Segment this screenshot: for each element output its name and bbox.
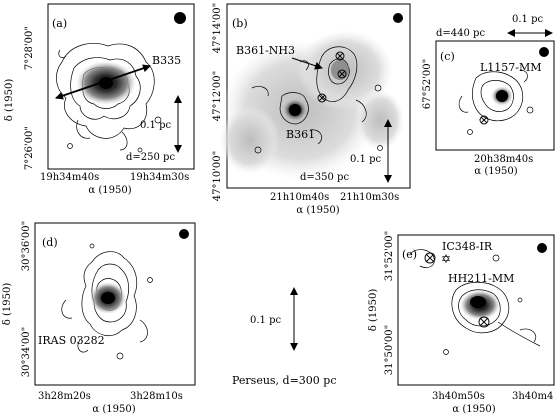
xlabel-c: α (1950) (474, 166, 517, 177)
ytick-b-2: 47°12'00" (212, 71, 223, 122)
ytick-b-1: 47°14'00" (212, 3, 223, 54)
panel-d-letter: (d) (42, 236, 58, 249)
panel-e-frame (397, 234, 555, 386)
cross-marker (335, 51, 345, 61)
source-label-l1157: L1157-MM (480, 61, 542, 74)
scale-label: 0.1 pc (350, 154, 381, 165)
ylabel-a: δ (1950) (4, 79, 15, 122)
scale-label: 0.1 pc (140, 120, 171, 131)
xtick-b-1: 21h10m40s (270, 192, 329, 203)
distance-label: d=250 pc (126, 152, 175, 163)
beam-dot (539, 47, 549, 57)
cross-marker (478, 316, 490, 328)
core-nh3 (331, 60, 349, 80)
ytick-b-3: 47°10'00" (212, 151, 223, 202)
cross-marker (479, 115, 489, 125)
ylabel-e: δ (1950) (368, 289, 379, 332)
panel-d: (d) IRAS 03282 30°36'00" 30°34'00" 3h28m… (2, 221, 196, 415)
xtick-c-1: 20h38m40s (474, 154, 533, 165)
ytick-c-1: 67°52'00" (422, 59, 433, 110)
pointer-arrow (291, 57, 323, 70)
ytick-d-1: 30°36'00" (21, 221, 32, 272)
xtick-e-2: 3h40m4 (512, 391, 553, 402)
ytick-a-2: 7°26'00" (24, 126, 35, 170)
source-label-b361: B361 (286, 128, 315, 141)
star-icon: ✡ (441, 252, 451, 266)
panel-e: ✡ (e) IC348-IR HH211-MM 31°52'00" 31°50'… (368, 231, 555, 415)
xtick-d-2: 3h28m10s (130, 391, 183, 402)
panel-a: (a) B335 0.1 pc d=250 pc 7°28'00" 7°26'0… (4, 3, 195, 196)
panel-b-contours (251, 46, 383, 154)
perseus-caption: Perseus, d=300 pc (232, 374, 337, 387)
xtick-e-1: 3h40m50s (432, 391, 485, 402)
panel-a-letter: (a) (52, 17, 67, 30)
xlabel-d: α (1950) (92, 404, 135, 415)
xlabel-a: α (1950) (88, 185, 131, 196)
ytick-a-1: 7°28'00" (24, 26, 35, 70)
outflow-arrow (55, 64, 151, 100)
panel-b-letter: (b) (232, 17, 248, 30)
ylabel-d: δ (1950) (2, 283, 13, 326)
beam-dot (174, 12, 186, 24)
panel-e-letter: (e) (402, 248, 417, 261)
distance-label: d=350 pc (300, 172, 349, 183)
panel-c-contours (458, 69, 534, 135)
annotation-b361-nh3: B361-NH3 (236, 44, 295, 57)
panel-b: (b) B361-NH3 B361 0.1 pc d=350 pc 47°14'… (212, 3, 411, 216)
panel-c-letter: (c) (440, 50, 455, 63)
source-label-hh211: HH211-MM (448, 272, 514, 285)
panel-a-contours (56, 43, 162, 153)
panel-c-frame (435, 40, 555, 151)
ytick-e-2: 31°50'00" (384, 325, 395, 376)
panel-c: d=440 pc 0.1 pc (c) L1157-MM 67°52'00" 2… (422, 14, 555, 177)
panel-d-frame (34, 222, 196, 386)
xtick-b-2: 21h10m30s (340, 192, 399, 203)
cross-marker (424, 252, 436, 264)
core-peak (289, 104, 301, 116)
xlabel-b: α (1950) (296, 205, 339, 216)
xlabel-e: α (1950) (452, 404, 495, 415)
panel-e-contours (409, 249, 541, 355)
ytick-e-1: 31°52'00" (384, 231, 395, 282)
beam-dot (179, 229, 189, 239)
core-peak (496, 90, 508, 102)
beam-dot (393, 13, 403, 23)
cross-marker (317, 93, 327, 103)
source-label-iras03282: IRAS 03282 (38, 334, 105, 347)
xtick-a-1: 19h34m40s (40, 172, 99, 183)
perseus-scale-label: 0.1 pc (250, 315, 281, 326)
xtick-a-2: 19h34m30s (130, 172, 189, 183)
panel-a-frame (47, 3, 195, 170)
perseus-legend: 0.1 pc Perseus, d=300 pc (232, 287, 337, 387)
core-peak (470, 296, 486, 308)
source-label-b335: B335 (152, 54, 181, 67)
distance-label: d=440 pc (436, 28, 485, 39)
scale-label: 0.1 pc (512, 14, 543, 25)
cross-marker (337, 69, 347, 79)
ytick-d-2: 30°34'00" (21, 327, 32, 378)
annotation-ic348-ir: IC348-IR (442, 240, 493, 253)
core-peak (101, 292, 115, 304)
xtick-d-1: 3h28m20s (38, 391, 91, 402)
beam-dot (537, 243, 547, 253)
